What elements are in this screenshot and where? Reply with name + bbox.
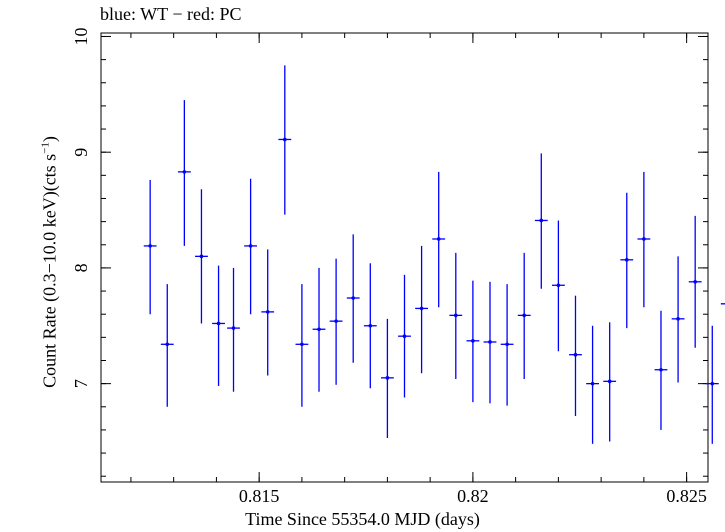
- x-tick-label: 0.815: [239, 486, 280, 506]
- data-point: [522, 313, 526, 318]
- data-point: [265, 310, 270, 314]
- data-point: [710, 381, 715, 386]
- y-axis-label-main: Count Rate (0.3−10.0 keV)(cts s: [39, 153, 60, 388]
- data-point: [300, 342, 304, 347]
- data-point: [693, 280, 697, 284]
- y-tick-label: 7: [71, 379, 91, 388]
- y-tick-label: 8: [71, 263, 91, 272]
- data-point: [148, 244, 152, 248]
- data-point: [351, 296, 356, 300]
- data-point: [248, 244, 253, 248]
- data-point: [488, 340, 492, 344]
- data-point: [231, 326, 236, 330]
- data-point: [165, 342, 170, 347]
- data-point: [385, 376, 390, 380]
- y-tick-label: 10: [71, 27, 91, 45]
- data-point: [573, 352, 578, 357]
- data-point: [590, 381, 595, 386]
- data-point: [624, 258, 629, 262]
- data-point: [453, 313, 458, 318]
- data-point: [182, 170, 187, 174]
- plot-frame: [100, 32, 709, 483]
- data-point: [368, 323, 373, 328]
- data-point: [642, 237, 646, 241]
- chart-title: blue: WT − red: PC: [100, 4, 242, 24]
- y-tick-label: 9: [71, 148, 91, 157]
- data-point: [607, 379, 612, 384]
- data-point: [539, 218, 544, 223]
- data-point: [317, 327, 321, 332]
- data-point: [505, 342, 509, 347]
- data-point: [216, 321, 221, 326]
- data-point: [402, 334, 407, 338]
- data-point: [556, 283, 561, 288]
- data-point: [471, 339, 475, 343]
- y-axis-label-superscript: −1: [39, 142, 52, 154]
- data-point: [676, 317, 680, 321]
- data-point: [334, 319, 338, 323]
- data-point: [659, 367, 663, 372]
- x-tick-label: 0.825: [666, 486, 707, 506]
- data-point: [199, 254, 204, 259]
- x-tick-label: 0.82: [457, 486, 489, 506]
- data-point: [436, 237, 441, 241]
- data-point: [283, 137, 287, 142]
- y-axis-label: Count Rate (0.3−10.0 keV)(cts s−1): [40, 136, 61, 388]
- x-axis-label: Time Since 55354.0 MJD (days): [245, 509, 480, 529]
- data-point: [419, 306, 424, 311]
- y-axis-label-end: ): [39, 136, 60, 143]
